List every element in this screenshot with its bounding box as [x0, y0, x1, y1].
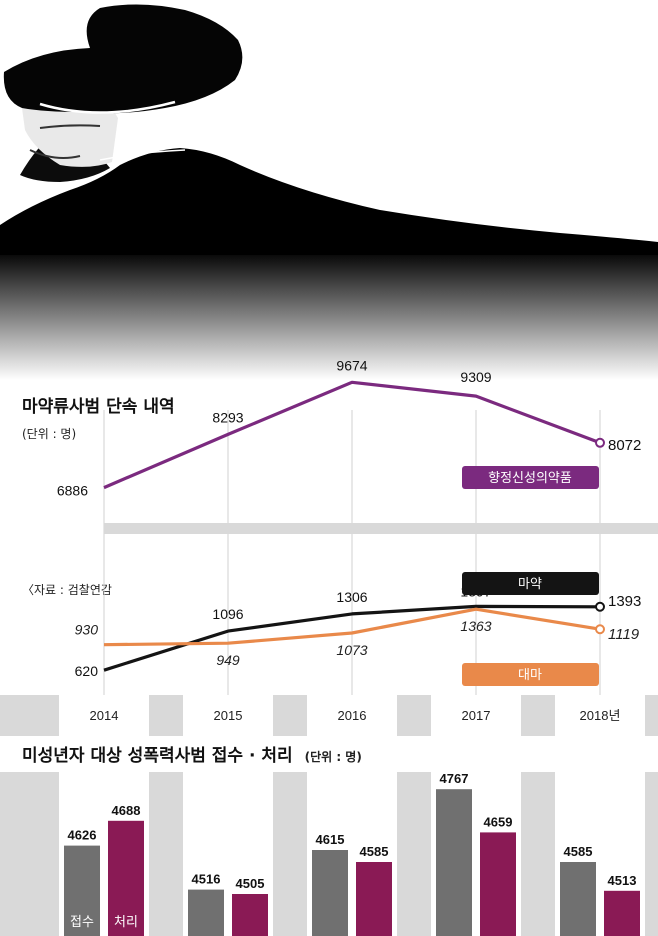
end-marker-cannabis — [595, 624, 605, 635]
drug-chart-lines: 6886829396749309807262010961306139713939… — [57, 357, 642, 679]
bar-processed-2018 — [604, 890, 640, 936]
drug-chart-title: 마약류사범 단속 내역 — [22, 396, 175, 417]
legend-cannabis-label: 대마 — [518, 668, 542, 683]
svg-text:미성년자 대상 성폭력사범 접수 · 처리 (단: 미성년자 대상 성폭력사범 접수 · 처리 (단위 : 명) — [22, 746, 362, 766]
value-label-cannabis-2015: 949 — [216, 652, 240, 668]
drug-chart-source: 〈자료 : 검찰연감 — [22, 583, 112, 597]
bar-processed-2016 — [356, 862, 392, 936]
bar-processed-2017 — [480, 832, 516, 936]
value-label-narcotics-2016: 1306 — [336, 589, 367, 605]
value-label-psychotropic-2015: 8293 — [212, 409, 243, 425]
legend-psychotropic-tag — [462, 466, 599, 489]
bar-label-processed-2015: 4505 — [236, 876, 265, 891]
value-label-cannabis-2018년: 1119 — [608, 626, 640, 643]
bar-received-2014 — [64, 845, 100, 936]
bar-series-label-received: 접수 — [70, 915, 94, 930]
value-label-cannabis-2016: 1073 — [336, 642, 367, 658]
value-label-psychotropic-2014: 6886 — [57, 483, 88, 499]
year-guide-lines — [103, 410, 601, 695]
bar-label-received-2014: 4626 — [68, 828, 97, 843]
bar-processed-2014 — [108, 820, 144, 936]
bar-label-processed-2014: 4688 — [112, 803, 141, 818]
value-label-cannabis-2017: 1363 — [460, 618, 491, 634]
value-label-cannabis-2014: 930 — [75, 622, 99, 638]
bar-label-received-2016: 4615 — [316, 832, 345, 847]
series-line-cannabis — [103, 607, 601, 647]
value-label-psychotropic-2018년: 8072 — [608, 437, 641, 454]
value-label-narcotics-2015: 1096 — [212, 606, 243, 622]
year-cell-0 — [59, 695, 149, 736]
year-cell-3 — [431, 695, 521, 736]
bar-series-label-processed: 처리 — [114, 915, 138, 930]
bar-label-processed-2017: 4659 — [484, 814, 513, 829]
legend-narcotics-tag — [462, 572, 599, 595]
value-label-psychotropic-2017: 9309 — [460, 369, 491, 385]
bar-received-2018 — [560, 862, 596, 936]
year-axis: 2014 2015 2016 2017 2018년 — [0, 695, 658, 736]
bar-processed-2015 — [232, 894, 268, 936]
end-marker-psychotropic — [595, 437, 605, 448]
year-cell-2 — [307, 695, 397, 736]
bar-label-received-2017: 4767 — [440, 771, 469, 786]
bar-received-2017 — [436, 789, 472, 936]
year-tick-4: 2018년 — [580, 708, 621, 723]
hat-man-illustration — [0, 4, 658, 380]
value-label-narcotics-2018년: 1393 — [608, 593, 641, 610]
year-cell-1 — [183, 695, 273, 736]
bar-label-processed-2018: 4513 — [608, 873, 637, 888]
year-cell-4 — [555, 695, 645, 736]
bar-label-processed-2016: 4585 — [360, 844, 389, 859]
value-label-narcotics-2014: 620 — [75, 663, 99, 679]
year-tick-2: 2016 — [338, 708, 367, 723]
year-tick-0: 2014 — [90, 708, 119, 723]
bar-label-received-2018: 4585 — [564, 844, 593, 859]
panel-divider-band — [104, 523, 658, 534]
legend-narcotics-label: 마약 — [518, 577, 542, 592]
bar-received-2015 — [188, 889, 224, 936]
assault-chart-unit: (단위 : 명) — [305, 749, 362, 764]
year-tick-1: 2015 — [214, 708, 243, 723]
end-marker-narcotics — [595, 601, 605, 612]
assault-chart-heading: 미성년자 대상 성폭력사범 접수 · 처리 (단위 : 명) — [0, 736, 658, 772]
drug-chart-unit: (단위 : 명) — [22, 427, 76, 441]
legend-cannabis-tag — [462, 663, 599, 686]
year-tick-3: 2017 — [462, 708, 491, 723]
bar-received-2016 — [312, 850, 348, 936]
assault-chart-title: 미성년자 대상 성폭력사범 접수 · 처리 — [22, 746, 293, 766]
value-label-psychotropic-2016: 9674 — [336, 357, 367, 373]
bar-label-received-2015: 4516 — [192, 872, 221, 887]
legend-psychotropic-label: 향정신성의약품 — [488, 471, 572, 486]
series-line-psychotropic — [103, 380, 601, 490]
